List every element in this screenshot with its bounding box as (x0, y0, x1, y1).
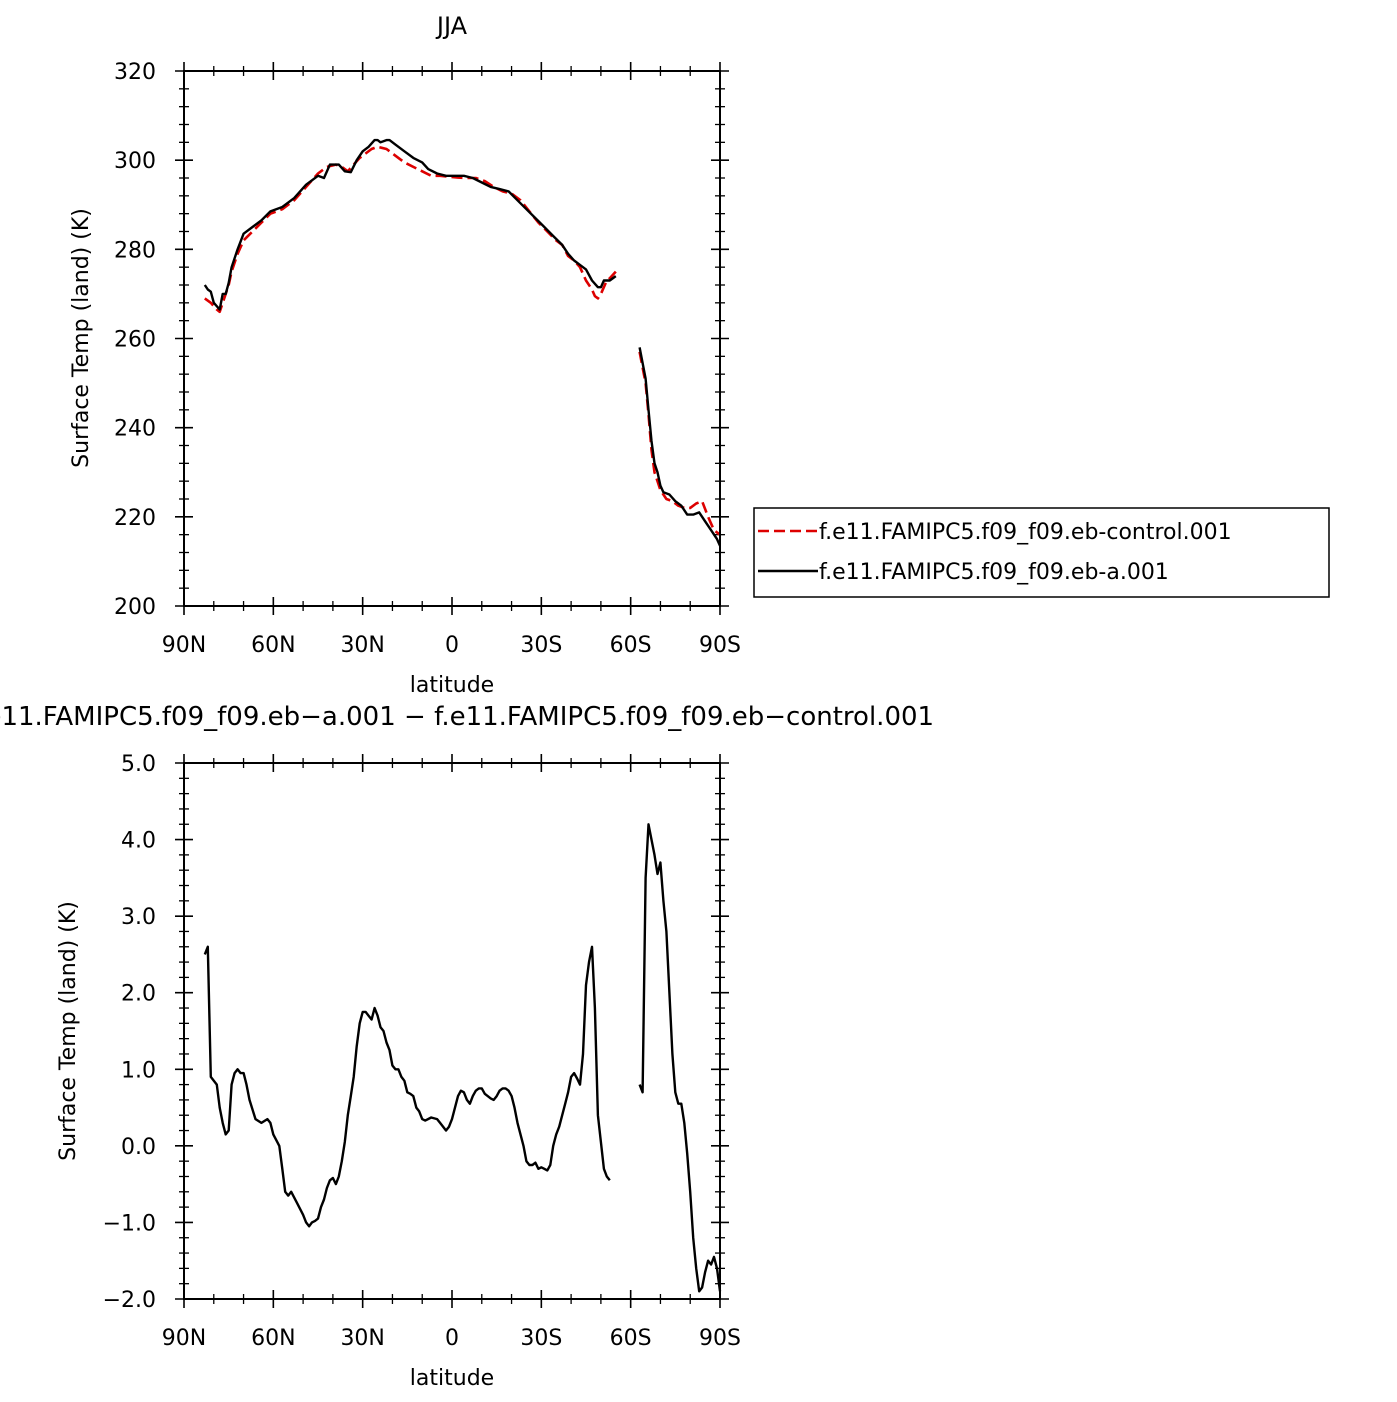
bottom-x-axis-label: latitude (410, 1366, 494, 1391)
bottom-x-tick-label: 0 (445, 1326, 459, 1351)
bottom-x-tick-label: 30S (520, 1326, 562, 1351)
top-y-tick-label: 320 (114, 60, 156, 85)
bottom-plot-frame (183, 762, 721, 1300)
bottom-series-0-line-segment-0 (203, 945, 611, 1228)
top-y-tick-label: 280 (114, 238, 156, 263)
top-x-tick-label: 60S (610, 633, 652, 658)
top-x-tick-label: 0 (445, 633, 459, 658)
top-series-1-line-segment-1 (638, 347, 722, 547)
legend-box (753, 507, 1330, 598)
top-x-tick-label: 90S (699, 633, 741, 658)
bottom-x-tick-label: 30N (340, 1326, 384, 1351)
bottom-panel: f.e11.FAMIPC5.f09_f09.eb−a.001 − f.e11.F… (0, 702, 934, 1391)
top-plot-frame (183, 70, 721, 607)
bottom-series-0-line-segment-1 (638, 823, 722, 1293)
bottom-x-tick-label: 90N (162, 1326, 206, 1351)
legend-label-a: f.e11.FAMIPC5.f09_f09.eb-a.001 (819, 560, 1169, 585)
top-panel: JJA 200 220 240 260 280 300 320 90N 60N 30N 0 30S 60… (69, 12, 1330, 698)
top-plot-area: 200 220 240 260 280 300 320 90N 60N 30N 0 30S 60S 90S (114, 60, 741, 658)
legend: f.e11.FAMIPC5.f09_f09.eb-control.001 f.e… (753, 507, 1330, 598)
bottom-y-tick-label: 4.0 (121, 829, 156, 854)
top-x-tick-label: 90N (162, 633, 206, 658)
bottom-y-tick-label: 2.0 (121, 982, 156, 1007)
bottom-plot-area: −2.0 −1.0 0.0 1.0 2.0 3.0 4.0 5.0 90N 60N 30N 0 30S 6… (103, 752, 741, 1351)
bottom-y-tick-label: 0.0 (121, 1135, 156, 1160)
top-y-tick-label: 260 (114, 328, 156, 353)
top-y-axis-label: Surface Temp (land) (K) (69, 208, 94, 468)
bottom-y-axis-label: Surface Temp (land) (K) (56, 901, 81, 1161)
top-series-1-line-segment-0 (203, 138, 617, 311)
bottom-y-tick-label: 3.0 (121, 905, 156, 930)
top-series-0-line-segment-0 (204, 145, 617, 314)
bottom-y-tick-label: 5.0 (121, 752, 156, 777)
top-y-tick-label: 220 (114, 506, 156, 531)
top-x-tick-label: 30S (520, 633, 562, 658)
bottom-title: f.e11.FAMIPC5.f09_f09.eb−a.001 − f.e11.F… (0, 702, 934, 732)
bottom-y-tick-label: −2.0 (103, 1288, 156, 1313)
top-y-tick-label: 200 (114, 595, 156, 620)
top-y-tick-label: 240 (114, 417, 156, 442)
bottom-x-tick-label: 60N (251, 1326, 295, 1351)
bottom-x-tick-label: 60S (610, 1326, 652, 1351)
legend-label-control: f.e11.FAMIPC5.f09_f09.eb-control.001 (819, 520, 1232, 545)
top-x-tick-label: 60N (251, 633, 295, 658)
bottom-y-tick-label: 1.0 (121, 1058, 156, 1083)
top-title: JJA (435, 12, 468, 40)
top-x-axis-label: latitude (410, 673, 494, 698)
top-y-tick-label: 300 (114, 149, 156, 174)
top-x-tick-label: 30N (340, 633, 384, 658)
bottom-y-tick-label: −1.0 (103, 1211, 156, 1236)
bottom-x-tick-label: 90S (699, 1326, 741, 1351)
